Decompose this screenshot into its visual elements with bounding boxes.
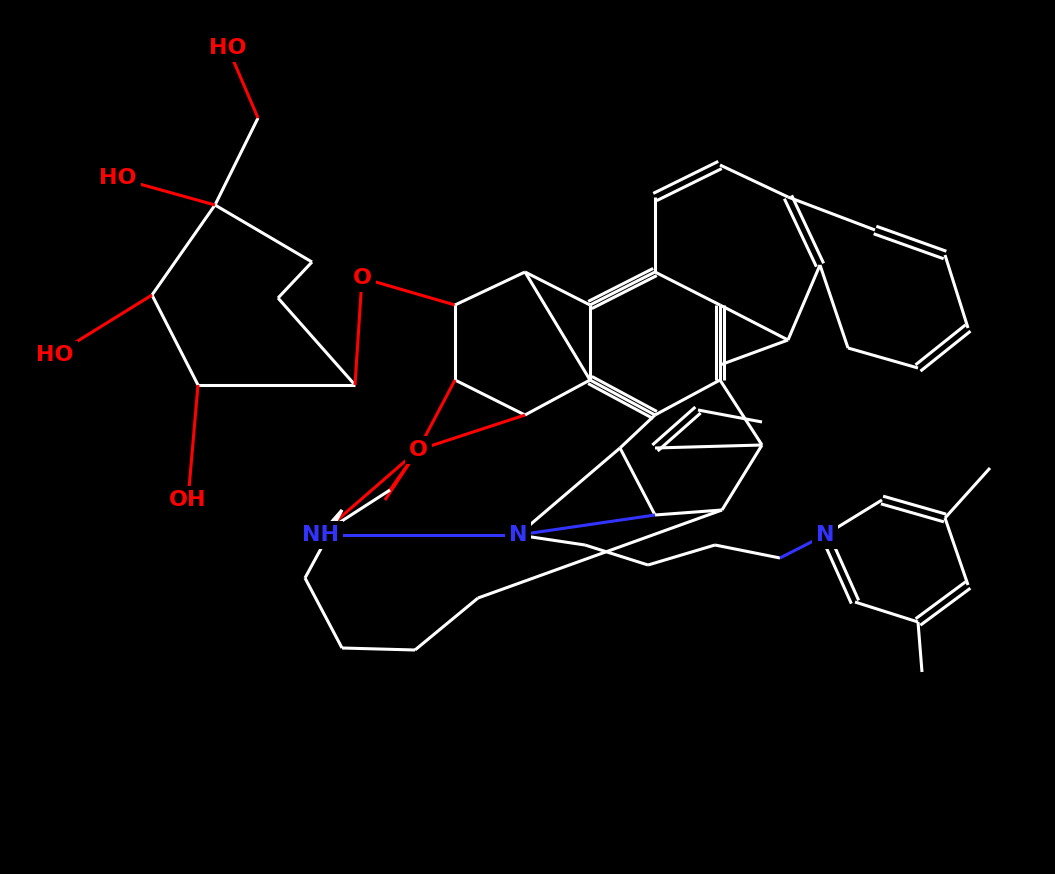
Text: HO: HO: [99, 168, 137, 188]
Text: HO: HO: [36, 345, 74, 365]
Text: OH: OH: [169, 490, 207, 510]
Text: N: N: [816, 525, 835, 545]
Text: NH: NH: [302, 525, 339, 545]
Text: O: O: [408, 440, 427, 460]
Text: O: O: [352, 268, 371, 288]
Text: HO: HO: [209, 38, 247, 58]
Text: N: N: [509, 525, 528, 545]
